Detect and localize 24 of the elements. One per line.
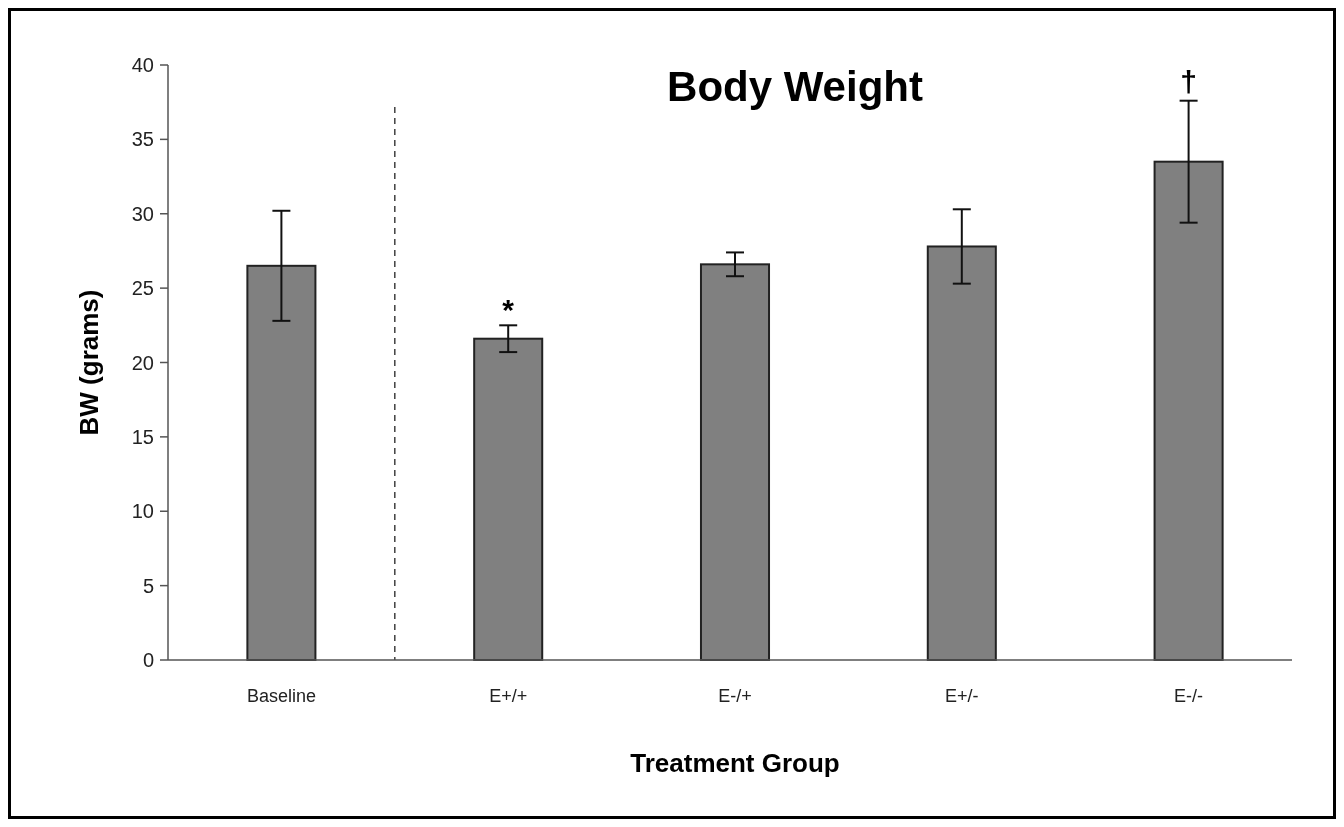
x-tick-label: E+/+ [489, 686, 528, 706]
bar [926, 245, 997, 661]
x-axis-title: Treatment Group [630, 748, 840, 778]
bar [246, 264, 317, 661]
annotation: † [1180, 64, 1197, 98]
y-tick-label: 15 [131, 425, 154, 448]
x-tick-label: Baseline [246, 686, 316, 706]
annotation: * [502, 293, 515, 327]
bar [699, 263, 771, 661]
x-tick-label: E+/- [945, 686, 979, 706]
chart-title: Body Weight [667, 63, 923, 110]
y-tick-label: 30 [131, 202, 154, 225]
y-tick-label: 25 [131, 277, 154, 300]
bar [1153, 160, 1224, 661]
x-tick-label: E-/- [1174, 686, 1204, 706]
y-tick-label: 0 [142, 649, 154, 671]
y-tick-label: 5 [142, 574, 154, 597]
y-tick-label: 10 [131, 500, 154, 523]
bar [473, 337, 544, 661]
y-tick-label: 40 [131, 54, 154, 76]
x-tick-label: E-/+ [718, 686, 752, 706]
y-tick-label: 20 [131, 351, 154, 374]
y-axis-title: BW (grams) [74, 289, 104, 436]
y-tick-label: 35 [131, 128, 154, 151]
